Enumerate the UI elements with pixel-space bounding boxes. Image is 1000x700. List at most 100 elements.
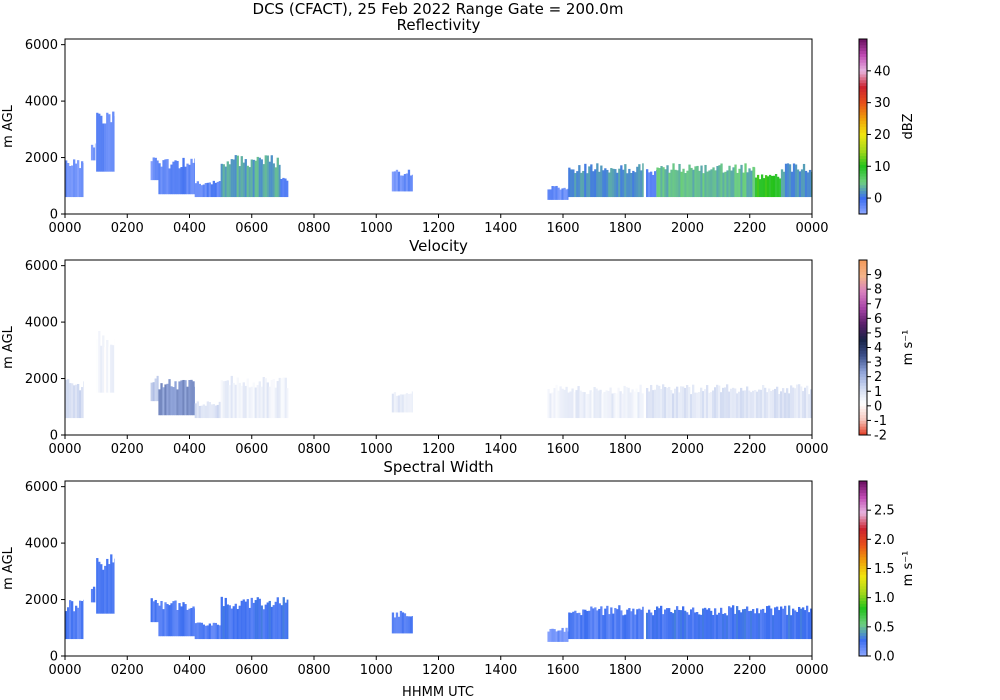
echo-strip — [196, 401, 199, 419]
echo-strip — [766, 606, 769, 640]
colorbar-segment — [859, 138, 867, 142]
echo-strip — [230, 375, 233, 419]
echo-strip — [240, 385, 243, 419]
echo-strip — [224, 380, 227, 419]
echo-strip — [182, 602, 185, 637]
colorbar-segment — [859, 202, 867, 206]
colorbar-segment — [859, 365, 867, 369]
echo-strip — [409, 393, 413, 413]
echo-strip — [618, 168, 621, 198]
echo-strip — [698, 392, 701, 419]
colorbar-segment — [859, 577, 867, 581]
echo-strip — [202, 624, 205, 640]
echo-strip — [212, 622, 215, 640]
colorbar-tick-label: 6 — [874, 312, 882, 327]
echo-strip — [804, 387, 807, 419]
colorbar-segment — [859, 271, 867, 275]
echo-region — [391, 169, 413, 192]
colorbar-segment — [859, 277, 867, 281]
x-tick-label: 2000 — [671, 442, 704, 457]
colorbar-segment — [859, 641, 867, 645]
echo-strip — [680, 610, 683, 640]
echo-strip — [395, 612, 399, 634]
echo-strip — [104, 347, 107, 393]
echo-strip — [178, 603, 181, 637]
echo-strip — [656, 606, 659, 640]
echo-strip — [551, 628, 554, 642]
echo-strip — [728, 606, 731, 640]
echo-strip — [678, 392, 681, 419]
echo-strip — [230, 159, 233, 198]
echo-strip — [650, 171, 653, 198]
y-axis-label: m AGL — [1, 546, 16, 590]
echo-strip — [565, 386, 568, 419]
echo-region — [65, 159, 84, 198]
echo-strip — [67, 607, 70, 640]
echo-strip — [218, 181, 221, 198]
echo-strip — [162, 609, 165, 637]
echo-strip — [760, 174, 764, 198]
echo-strip — [150, 161, 153, 181]
colorbar-segment — [859, 164, 867, 168]
echo-strip — [623, 385, 626, 419]
echo-strip — [280, 605, 283, 640]
colorbar-segment — [859, 539, 867, 543]
echo-strip — [220, 380, 223, 419]
echo-strip — [65, 160, 68, 198]
echo-region — [220, 375, 289, 419]
echo-strip — [77, 607, 80, 640]
echo-strip — [106, 339, 109, 393]
echo-strip — [606, 605, 609, 640]
echo-strip — [407, 616, 411, 634]
echo-strip — [158, 389, 161, 416]
echo-strip — [600, 606, 603, 640]
x-tick-label: 0000 — [795, 221, 828, 236]
echo-strip — [752, 166, 755, 198]
echo-strip — [254, 600, 257, 640]
x-tick-label: 1400 — [484, 663, 517, 678]
echo-strip — [75, 605, 78, 640]
x-tick-label: 0200 — [111, 221, 144, 236]
echo-strip — [563, 389, 566, 419]
echo-strip — [220, 163, 223, 198]
colorbar-segment — [859, 123, 867, 127]
echo-strip — [786, 614, 789, 640]
echo-strip — [569, 391, 572, 419]
colorbar-segment — [859, 353, 867, 357]
echo-strip — [551, 186, 554, 200]
colorbar-segment — [859, 41, 867, 46]
x-tick-label: 1600 — [546, 442, 579, 457]
colorbar-segment — [859, 612, 867, 616]
echo-strip — [81, 387, 84, 419]
echo-strip — [624, 164, 627, 198]
echo-strip — [792, 163, 796, 198]
x-tick-label: 0000 — [48, 442, 81, 457]
colorbar-tick-label: 20 — [874, 128, 891, 143]
echo-strip — [740, 164, 743, 198]
echo-strip — [784, 163, 788, 198]
echo-strip — [112, 111, 115, 172]
colorbar-segment — [859, 158, 867, 162]
echo-strip — [190, 607, 193, 637]
echo-strip — [172, 161, 175, 195]
echo-strip — [756, 174, 760, 198]
echo-strip — [102, 123, 105, 172]
echo-strip — [774, 388, 777, 419]
echo-strip — [557, 630, 560, 642]
echo-strip — [568, 612, 571, 640]
echo-strip — [804, 610, 807, 640]
echo-strip — [112, 562, 115, 614]
colorbar-tick-label: 0 — [874, 399, 882, 414]
echo-strip — [692, 169, 695, 198]
echo-strip — [397, 395, 401, 413]
echo-strip — [403, 394, 407, 413]
colorbar-segment — [859, 181, 867, 186]
echo-strip — [634, 172, 637, 198]
echo-strip — [808, 612, 811, 640]
echo-strip — [176, 610, 179, 637]
colorbar-segment — [859, 521, 867, 526]
echo-strip — [568, 167, 571, 198]
echo-strip — [770, 608, 773, 640]
echo-strip — [800, 169, 804, 198]
